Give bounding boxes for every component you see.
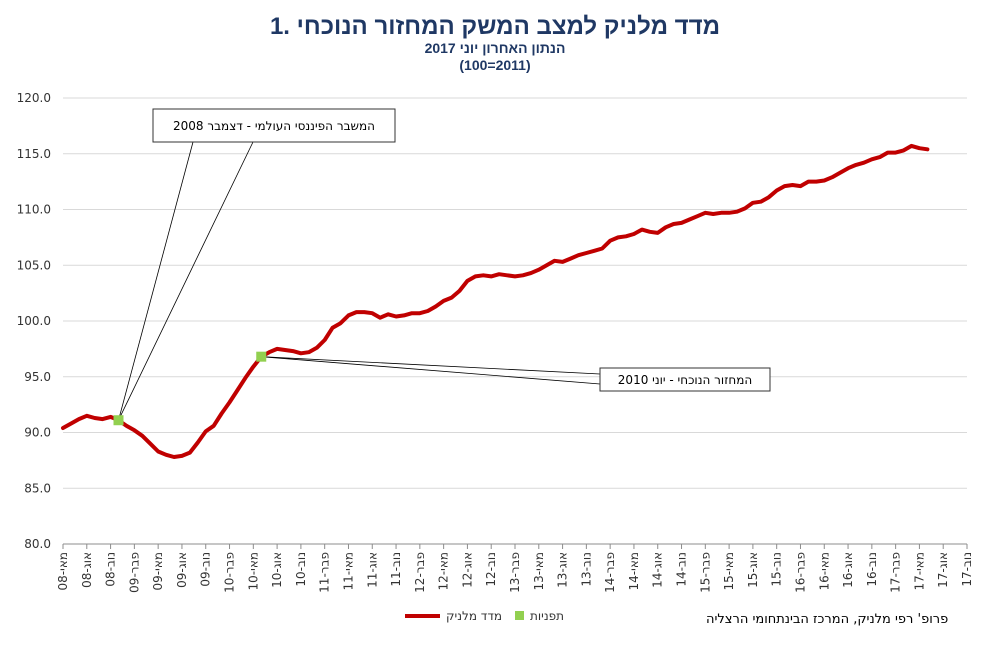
series-layer — [61, 143, 930, 459]
series-line-melnick-index — [61, 143, 930, 459]
x-tick-label: אוג-11 — [365, 552, 379, 588]
annotation-crisis-text: המשבר הפיננסי העולמי - דצמבר 2008 — [173, 119, 375, 133]
chart-title: 1. מדד מלניק למצב המשק המחזור הנוכחי — [270, 13, 720, 40]
annotation-cycle-text: המחזור הנוכחי - יוני 2010 — [618, 373, 752, 387]
x-tick-label: מאי-13 — [532, 552, 546, 590]
x-tick-label: פבר-12 — [413, 552, 427, 593]
x-tick-label: נוב-08 — [104, 552, 118, 587]
x-tick-label: נוב-09 — [199, 552, 213, 587]
x-tick-label: נוב-15 — [770, 552, 784, 587]
x-tick-label: מאי-10 — [246, 552, 260, 590]
x-tick-label: מאי-16 — [817, 552, 831, 590]
turning-points — [113, 351, 267, 426]
legend: מדד מלניק תפניות — [405, 609, 564, 623]
leader-line-crisis — [118, 141, 254, 421]
x-tick-label: מאי-11 — [341, 552, 355, 590]
y-tick-label: 85.0 — [24, 481, 51, 495]
x-tick-label: אוג-14 — [651, 552, 665, 588]
chart-subtitle: הנתון האחרון יוני 2017 — [425, 40, 566, 56]
turning-point-marker-2010 — [256, 351, 267, 362]
legend-label-turning-points: תפניות — [530, 609, 564, 623]
x-tick-label: פבר-16 — [793, 552, 807, 593]
leader-line-cycle — [261, 356, 601, 385]
x-tick-label: אוג-09 — [175, 552, 189, 588]
x-tick-label: נוב-12 — [484, 552, 498, 587]
x-tick-label: נוב-13 — [579, 552, 593, 587]
annotation-crisis: המשבר הפיננסי העולמי - דצמבר 2008 — [152, 108, 396, 143]
x-tick-label: נוב-11 — [389, 552, 403, 587]
x-axis: מאי-08 אוג-08 נוב-08 פבר-09 מאי-09 אוג-09 נוב-… — [56, 544, 974, 593]
x-tick-label: נוב-14 — [675, 552, 689, 587]
x-tick-label: פבר-11 — [318, 552, 332, 593]
y-tick-label: 95.0 — [24, 370, 51, 384]
y-tick-label: 105.0 — [17, 258, 51, 272]
grid — [63, 97, 967, 545]
x-tick-label: אוג-17 — [936, 552, 950, 588]
x-tick-label: פבר-14 — [603, 552, 617, 593]
y-tick-label: 120.0 — [17, 91, 51, 105]
x-tick-label: אוג-13 — [556, 552, 570, 588]
x-tick-label: אוג-12 — [460, 552, 474, 588]
x-tick-label: פבר-13 — [508, 552, 522, 593]
x-tick-label: מאי-09 — [151, 552, 165, 590]
x-tick-label: נוב-10 — [294, 552, 308, 587]
y-tick-label: 115.0 — [17, 147, 51, 161]
x-tick-label: מאי-15 — [722, 552, 736, 590]
x-tick-label: מאי-14 — [627, 552, 641, 590]
x-tick-label: נוב-17 — [960, 552, 974, 587]
turning-point-marker-2008 — [113, 415, 124, 426]
x-tick-label: פבר-09 — [127, 552, 141, 593]
annotation-cycle: המחזור הנוכחי - יוני 2010 — [599, 367, 771, 392]
legend-label-index: מדד מלניק — [446, 609, 502, 623]
callout-leaders — [118, 141, 601, 421]
y-tick-label: 80.0 — [24, 537, 51, 551]
y-axis: 80.0 85.0 90.0 95.0 100.0 105.0 110.0 115.0 120.… — [17, 91, 51, 551]
x-tick-label: מאי-17 — [912, 552, 926, 590]
x-tick-label: פבר-10 — [223, 552, 237, 593]
legend-swatch-turning-points — [515, 611, 524, 620]
y-tick-label: 90.0 — [24, 426, 51, 440]
x-tick-label: פבר-15 — [698, 552, 712, 593]
x-tick-label: אוג-08 — [80, 552, 94, 588]
source-credit: פרופ' רפי מלניק, המרכז הבינתחומי הרצליה — [706, 612, 948, 627]
x-tick-label: מאי-12 — [437, 552, 451, 590]
chart-subtitle-base: (100=2011) — [459, 57, 530, 73]
x-tick-label: אוג-10 — [270, 552, 284, 588]
x-tick-label: אוג-16 — [841, 552, 855, 588]
x-tick-label: נוב-16 — [865, 552, 879, 587]
x-tick-label: אוג-15 — [746, 552, 760, 588]
x-tick-label: מאי-08 — [56, 552, 70, 590]
x-tick-label: פבר-17 — [889, 552, 903, 593]
leader-line-cycle — [261, 356, 601, 375]
leader-line-crisis — [118, 141, 194, 421]
y-tick-label: 110.0 — [17, 203, 51, 217]
y-tick-label: 100.0 — [17, 314, 51, 328]
